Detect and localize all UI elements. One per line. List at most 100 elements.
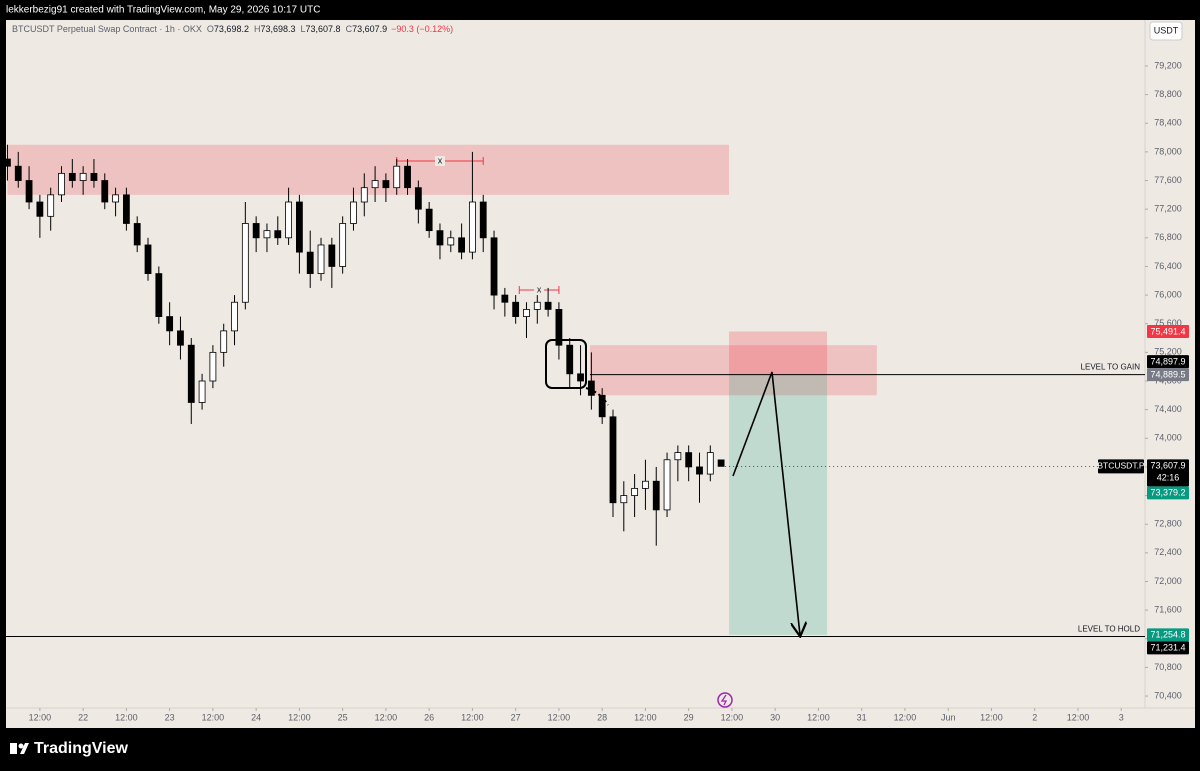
candle-body (328, 244, 336, 267)
x-tick-label: 12:00 (461, 712, 484, 722)
candle-body (501, 294, 509, 303)
candle-body (177, 330, 184, 346)
x-tick-label: 12:00 (202, 712, 225, 722)
y-tick-label: 71,600 (1154, 604, 1182, 614)
price-label: 71,231.4 (1150, 643, 1185, 653)
candle-body (479, 201, 487, 239)
chart-area (6, 20, 1195, 728)
y-tick-label: 78,400 (1154, 118, 1182, 128)
x-tick-label: 31 (857, 712, 867, 722)
candle-body (609, 416, 617, 504)
legend-key: C (346, 24, 353, 34)
legend-key: H (254, 24, 261, 34)
price-label-box (1147, 486, 1189, 500)
x-tick-label: 12:00 (375, 712, 398, 722)
price-label: 74,897.9 (1150, 356, 1185, 366)
x-tick-label: 30 (770, 712, 780, 722)
x-tick-label: 23 (165, 712, 175, 722)
candle-body (523, 309, 530, 317)
y-tick-label: 77,600 (1154, 175, 1182, 185)
y-tick-label: 79,200 (1154, 60, 1182, 70)
x-tick-label: 28 (597, 712, 607, 722)
candle-body (652, 480, 660, 511)
candle-body (14, 165, 22, 181)
symbol-label: BTCUSDT.P (1097, 461, 1145, 471)
candle-body (696, 466, 703, 475)
y-tick-label: 76,000 (1154, 289, 1182, 299)
price-label: 74,889.5 (1150, 369, 1185, 379)
candle-body (252, 223, 260, 239)
candle-body (490, 237, 498, 296)
candle-body (512, 301, 520, 317)
header: lekkerbezig91 created with TradingView.c… (6, 5, 320, 16)
y-tick-label: 77,200 (1154, 204, 1182, 214)
candle-body (458, 237, 466, 253)
candle-body (122, 194, 130, 224)
supply-zone (7, 144, 730, 195)
plot: 70,40070,80071,20071,60072,00072,40072,8… (4, 60, 1189, 722)
legend-value: 73,607.8 (306, 24, 341, 34)
y-tick-label: 72,000 (1154, 576, 1182, 586)
candle-body (674, 452, 682, 461)
candle-body (155, 273, 163, 317)
candle-body (263, 230, 271, 239)
marker-label: x (537, 284, 542, 294)
x-tick-label: 12:00 (548, 712, 571, 722)
marker-bg (434, 155, 445, 166)
candle-body (90, 172, 98, 181)
x-tick-label: 12:00 (634, 712, 657, 722)
candle-body (425, 208, 433, 232)
currency-button[interactable] (1149, 21, 1183, 41)
x-tick-label: 26 (424, 712, 434, 722)
position-stop (729, 331, 828, 375)
y-tick-label: 75,200 (1154, 347, 1182, 357)
legend-change: −90.3 (−0.12%) (391, 24, 453, 34)
symbol-tag (1098, 459, 1144, 474)
candle-body (285, 201, 292, 239)
y-tick-label: 72,800 (1154, 519, 1182, 529)
y-tick-label: 72,400 (1154, 547, 1182, 557)
candle-body (544, 301, 552, 310)
candle-body (198, 380, 206, 403)
projection-arrow (732, 371, 800, 635)
y-tick-label: 76,800 (1154, 232, 1182, 242)
candle-body (577, 373, 584, 382)
candle-body (241, 223, 249, 303)
candle-body (706, 452, 714, 475)
candle-body (79, 172, 87, 181)
x-tick-label: 2 (1032, 712, 1037, 722)
candle-body (566, 344, 574, 375)
event-icon[interactable] (717, 692, 733, 708)
y-tick-label: 74,000 (1154, 433, 1182, 443)
candle-body (274, 230, 282, 239)
candle-body (36, 201, 44, 217)
legend-value: 73,698.3 (260, 24, 295, 34)
x-tick-label: 12:00 (1067, 712, 1090, 722)
x-tick-label: 27 (511, 712, 521, 722)
candle-body (68, 172, 76, 181)
logo-dot (18, 743, 24, 749)
legend-value: 73,698.2 (214, 24, 249, 34)
price-label: 73,379.2 (1150, 488, 1185, 498)
candle-body (166, 316, 174, 332)
x-tick-label: 12:00 (29, 712, 52, 722)
candle-body (101, 180, 109, 203)
marker-label: x (438, 155, 443, 165)
candle-body (598, 394, 606, 418)
price-label-box (1147, 628, 1189, 642)
candle-body (414, 187, 422, 210)
candle-body (58, 172, 65, 196)
x-tick-label: 12:00 (288, 712, 311, 722)
candle-body (220, 330, 228, 353)
last-price: 73,607.9 (1150, 461, 1185, 471)
footer-logo: TradingView (34, 740, 129, 757)
legend-value: 73,607.9 (352, 24, 387, 34)
candle-body (360, 187, 368, 203)
marker-bg (534, 285, 545, 296)
candle-body (350, 201, 357, 224)
y-tick-label: 74,400 (1154, 404, 1182, 414)
candle-body (436, 230, 444, 246)
candle-body (620, 495, 628, 504)
candle-body (393, 165, 401, 189)
countdown: 42:16 (1157, 473, 1180, 483)
